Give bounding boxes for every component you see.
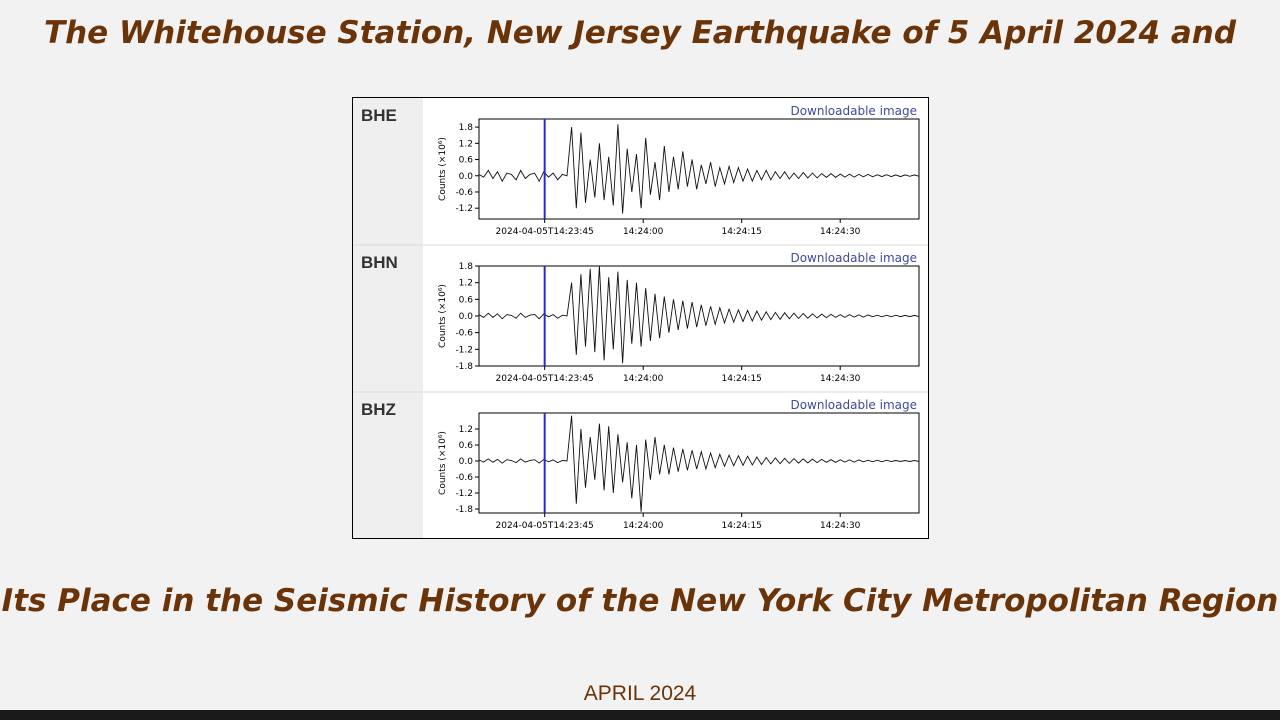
y-tick-label: -0.6: [455, 473, 473, 483]
y-tick-label: -1.8: [455, 505, 473, 515]
y-tick-label: -1.8: [455, 362, 473, 372]
y-tick-label: 0.6: [459, 295, 474, 305]
x-tick-label: 14:24:15: [721, 521, 761, 531]
title-line-1: The Whitehouse Station, New Jersey Earth…: [43, 15, 1237, 51]
x-tick-label: 14:24:00: [623, 374, 664, 384]
y-tick-label: -1.2: [455, 345, 473, 355]
x-tick-label: 14:24:30: [820, 227, 861, 237]
y-tick-label: 0.0: [459, 312, 474, 322]
panel-bhe: BHE Downloadable image 1.8 1.2 0.6 0.0 -0.6 -1.…: [353, 98, 920, 245]
waveform-trace: [478, 265, 920, 364]
x-tick-label: 14:24:15: [721, 227, 761, 237]
y-tick-label: 0.0: [459, 457, 474, 467]
downloadable-image-link[interactable]: Downloadable image: [790, 251, 917, 265]
date-label: APRIL 2024: [583, 682, 697, 705]
seismogram-figure: BHE Downloadable image 1.8 1.2 0.6 0.0 -0.6 -1.…: [352, 97, 929, 539]
channel-label: BHN: [361, 253, 398, 272]
x-tick-label: 2024-04-05T14:23:45: [496, 374, 594, 384]
y-tick-label: 0.0: [459, 172, 474, 182]
waveform-trace: [478, 415, 920, 512]
channel-label-bg: [353, 245, 423, 392]
y-axis-label: Counts (×10⁶): [438, 137, 448, 201]
y-tick-label: -1.2: [455, 489, 473, 499]
x-tick-label: 14:24:30: [820, 374, 861, 384]
panel-bhn: BHN Downloadable image 1.8 1.2 0.6 0.0 -0.6 -1.…: [353, 244, 928, 392]
y-tick-label: 0.6: [459, 156, 474, 166]
y-tick-label: -1.2: [455, 204, 473, 214]
channel-label: BHZ: [361, 400, 396, 419]
y-tick-label: 1.2: [459, 425, 473, 435]
waveform-trace: [478, 124, 920, 214]
y-tick-label: 1.2: [459, 279, 473, 289]
y-tick-label: 1.8: [459, 262, 474, 272]
channel-label-bg: [353, 392, 423, 538]
seismogram-svg: BHE Downloadable image 1.8 1.2 0.6 0.0 -0.6 -1.…: [353, 98, 928, 538]
channel-label-bg: [353, 98, 423, 245]
bottom-bar: [0, 710, 1280, 720]
x-tick-label: 2024-04-05T14:23:45: [496, 521, 594, 531]
y-axis-label: Counts (×10⁶): [438, 284, 448, 348]
x-tick-label: 14:24:30: [820, 521, 861, 531]
plot-area: [478, 412, 920, 514]
channel-label: BHE: [361, 106, 397, 125]
y-tick-label: -0.6: [455, 188, 473, 198]
downloadable-image-link[interactable]: Downloadable image: [790, 398, 917, 412]
y-tick-label: -0.6: [455, 329, 473, 339]
plot-area: [478, 118, 920, 220]
y-tick-label: 1.2: [459, 139, 473, 149]
y-tick-label: 0.6: [459, 441, 474, 451]
x-tick-label: 2024-04-05T14:23:45: [496, 227, 594, 237]
x-tick-label: 14:24:00: [623, 227, 664, 237]
title-line-2: Its Place in the Seismic History of the …: [1, 583, 1279, 619]
downloadable-image-link[interactable]: Downloadable image: [790, 104, 917, 118]
x-tick-label: 14:24:15: [721, 374, 761, 384]
panel-bhz: BHZ Downloadable image 1.2 0.6 0.0 -0.6 -1.2 -1…: [353, 391, 928, 538]
y-tick-label: 1.8: [459, 123, 474, 133]
x-tick-label: 14:24:00: [623, 521, 664, 531]
y-axis-label: Counts (×10⁶): [438, 431, 448, 495]
